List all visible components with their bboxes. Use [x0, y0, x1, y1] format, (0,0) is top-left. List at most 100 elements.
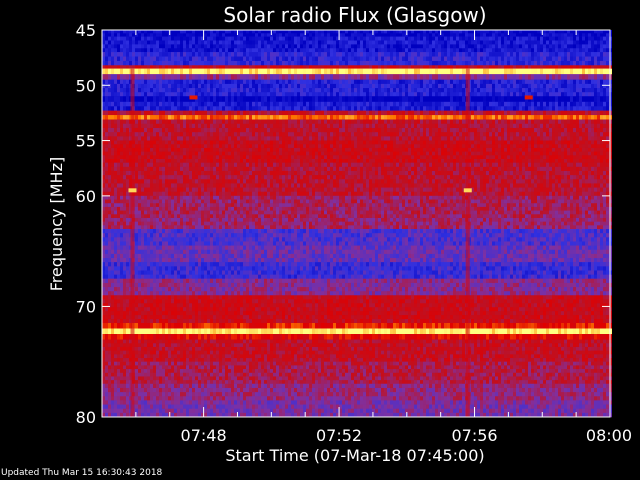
spectrogram-cell: [210, 52, 213, 57]
spectrogram-cell: [468, 60, 471, 66]
spectrogram-cell: [351, 132, 354, 137]
spectrogram-cell: [423, 52, 426, 57]
spectrogram-cell: [282, 140, 285, 145]
spectrogram-cell: [201, 48, 204, 53]
spectrogram-cell: [231, 136, 234, 141]
spectrogram-cell: [126, 96, 129, 103]
spectrogram-cell: [306, 115, 309, 120]
spectrogram-cell: [144, 88, 147, 93]
spectrogram-cell: [327, 30, 330, 34]
spectrogram-cell: [111, 79, 114, 85]
spectrogram-cell: [117, 106, 120, 112]
spectrogram-cell: [108, 48, 111, 53]
spectrogram-cell: [594, 101, 597, 107]
spectrogram-cell: [342, 74, 345, 81]
spectrogram-cell: [378, 127, 381, 133]
spectrogram-cell: [471, 140, 474, 145]
spectrogram-cell: [402, 96, 405, 103]
spectrogram-cell: [330, 127, 333, 133]
spectrogram-cell: [138, 110, 141, 116]
spectrogram-cell: [534, 88, 537, 93]
spectrogram-cell: [309, 106, 312, 112]
spectrogram-cell: [603, 83, 606, 89]
spectrogram-cell: [288, 83, 291, 89]
spectrogram-cell: [222, 40, 225, 45]
spectrogram-cell: [528, 52, 531, 57]
spectrogram-cell: [147, 147, 150, 152]
spectrogram-cell: [546, 132, 549, 137]
spectrogram-cell: [171, 119, 174, 125]
spectrogram-cell: [462, 83, 465, 89]
spectrogram-cell: [522, 79, 525, 85]
spectrogram-cell: [522, 92, 525, 97]
spectrogram-cell: [588, 119, 591, 125]
spectrogram-cell: [102, 88, 105, 93]
spectrogram-cell: [459, 136, 462, 141]
spectrogram-cell: [105, 96, 108, 103]
spectrogram-cell: [603, 106, 606, 112]
spectrogram-cell: [378, 56, 381, 62]
spectrogram-cell: [168, 56, 171, 62]
spectrogram-cell: [357, 115, 360, 120]
spectrogram-cell: [240, 60, 243, 66]
spectrogram-cell: [327, 48, 330, 53]
spectrogram-cell: [195, 115, 198, 120]
spectrogram-cell: [396, 60, 399, 66]
spectrogram-cell: [579, 60, 582, 66]
spectrogram-cell: [204, 68, 207, 75]
spectrogram-cell: [459, 56, 462, 62]
spectrogram-cell: [453, 106, 456, 112]
spectrogram-cell: [294, 140, 297, 145]
spectrogram-cell: [591, 140, 594, 145]
spectrogram-cell: [501, 132, 504, 137]
spectrogram-cell: [603, 79, 606, 85]
spectrogram-cell: [300, 96, 303, 103]
spectrogram-cell: [369, 106, 372, 112]
spectrogram-cell: [408, 65, 411, 69]
spectrogram-cell: [498, 56, 501, 62]
spectrogram-cell: [216, 33, 219, 37]
spectrogram-cell: [180, 151, 183, 156]
spectrogram-cell: [195, 68, 198, 75]
spectrogram-cell: [309, 36, 312, 41]
spectrogram-cell: [390, 110, 393, 116]
spectrogram-cell: [330, 147, 333, 152]
spectrogram-cell: [372, 106, 375, 112]
spectrogram-cell: [258, 136, 261, 141]
spectrogram-cell: [183, 48, 186, 53]
spectrogram-cell: [108, 140, 111, 145]
spectrogram-cell: [522, 127, 525, 133]
spectrogram-cell: [219, 110, 222, 116]
spectrogram-cell: [489, 33, 492, 37]
spectrogram-cell: [315, 96, 318, 103]
spectrogram-cell: [522, 101, 525, 107]
spectrogram-cell: [573, 136, 576, 141]
spectrogram-cell: [546, 74, 549, 81]
spectrogram-cell: [240, 33, 243, 37]
spectrogram-cell: [207, 140, 210, 145]
spectrogram-cell: [195, 60, 198, 66]
spectrogram-cell: [120, 101, 123, 107]
spectrogram-cell: [297, 127, 300, 133]
spectrogram-cell: [519, 52, 522, 57]
spectrogram-cell: [552, 79, 555, 85]
spectrogram-cell: [156, 36, 159, 41]
spectrogram-cell: [321, 92, 324, 97]
spectrogram-cell: [348, 136, 351, 141]
spectrogram-cell: [444, 65, 447, 69]
spectrogram-cell: [372, 144, 375, 149]
spectrogram-cell: [480, 140, 483, 145]
spectrogram-cell: [495, 30, 498, 34]
spectrogram-cell: [558, 140, 561, 145]
spectrogram-cell: [228, 119, 231, 125]
spectrogram-cell: [516, 40, 519, 45]
spectrogram-cell: [402, 36, 405, 41]
spectrogram-cell: [336, 79, 339, 85]
spectrogram-cell: [453, 30, 456, 34]
spectrogram-cell: [597, 65, 600, 69]
spectrogram-cell: [576, 79, 579, 85]
spectrogram-cell: [519, 33, 522, 37]
spectrogram-cell: [282, 44, 285, 49]
spectrogram-cell: [117, 44, 120, 49]
spectrogram-cell: [351, 115, 354, 120]
